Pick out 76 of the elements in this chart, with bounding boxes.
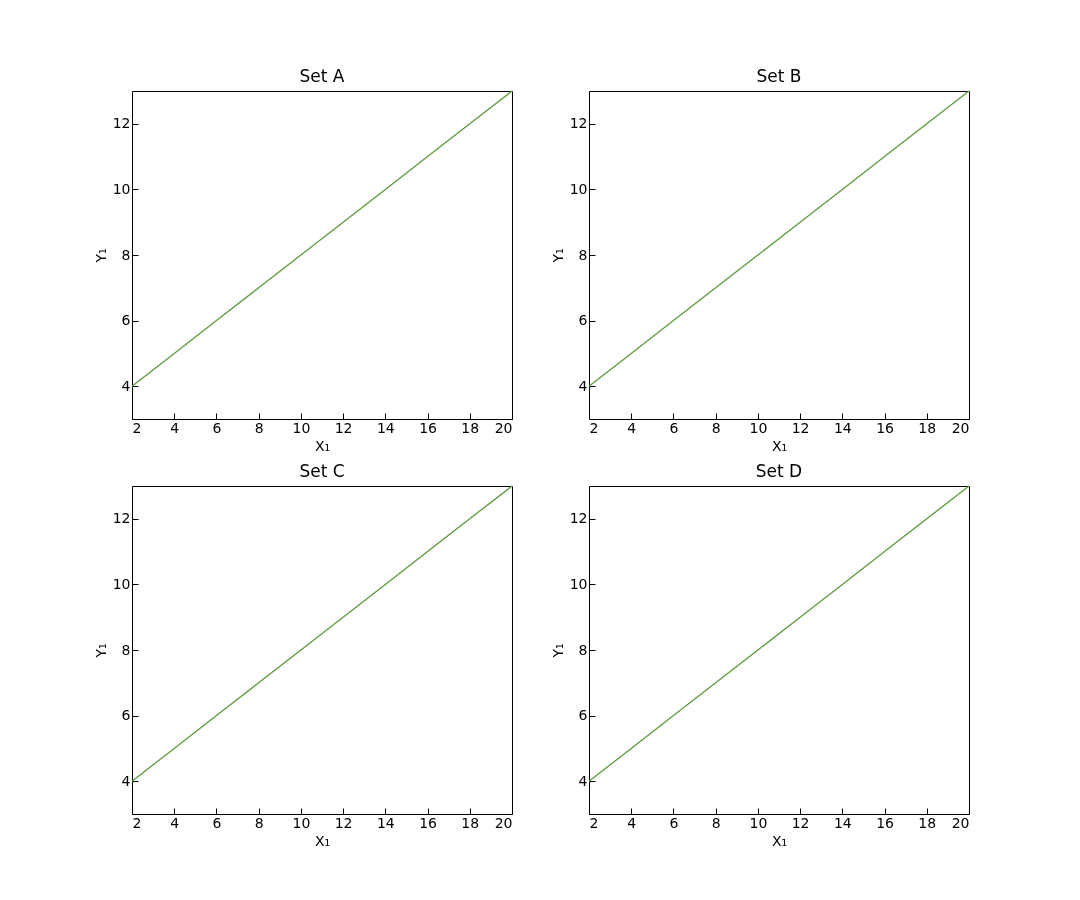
x-tick-label: 8 — [254, 419, 264, 436]
y-tick-label: 10 — [112, 180, 131, 197]
x-tick-label: 16 — [876, 814, 895, 831]
x-tick-label: 4 — [170, 419, 180, 436]
x-tick-label: 2 — [589, 814, 599, 831]
y-tick-label: 4 — [578, 377, 588, 394]
x-axis-title: X₁ — [771, 832, 788, 849]
x-tick-label: 6 — [669, 814, 679, 831]
x-tick-label: 4 — [170, 814, 180, 831]
x-axis-title: X₁ — [771, 437, 788, 454]
x-tick-label: 2 — [589, 419, 599, 436]
x-tick-label: 12 — [334, 419, 353, 436]
x-tick-label: 8 — [711, 419, 721, 436]
y-tick-label: 12 — [569, 510, 588, 527]
x-tick-label: 6 — [212, 419, 222, 436]
y-tick-label: 8 — [121, 246, 131, 263]
chart-title: Set D — [755, 461, 803, 482]
y-tick-label: 8 — [121, 641, 131, 658]
y-tick-label: 10 — [112, 575, 131, 592]
y-tick-label: 6 — [578, 707, 588, 724]
y-tick-label: 4 — [121, 772, 131, 789]
x-tick-label: 14 — [376, 814, 395, 831]
y-tick-label: 10 — [569, 575, 588, 592]
x-tick-label: 20 — [494, 419, 513, 436]
x-tick-label: 18 — [461, 814, 480, 831]
x-tick-label: 10 — [292, 419, 311, 436]
x-tick-label: 18 — [918, 419, 937, 436]
y-axis-title: Y₁ — [549, 248, 566, 264]
x-tick-label: 20 — [951, 814, 970, 831]
x-tick-label: 16 — [419, 419, 438, 436]
x-tick-label: 12 — [791, 814, 810, 831]
x-tick-label: 4 — [627, 814, 637, 831]
x-tick-label: 14 — [833, 419, 852, 436]
y-tick-label: 6 — [121, 707, 131, 724]
x-tick-label: 16 — [876, 419, 895, 436]
y-tick-label: 6 — [578, 312, 588, 329]
x-tick-label: 18 — [461, 419, 480, 436]
line-series — [131, 485, 513, 782]
x-tick-label: 10 — [749, 814, 768, 831]
y-tick-label: 4 — [578, 772, 588, 789]
y-tick-label: 12 — [112, 510, 131, 527]
y-tick-label: 4 — [121, 377, 131, 394]
chart-title: Set C — [299, 461, 345, 482]
chart-title: Set B — [756, 66, 802, 87]
x-tick-label: 14 — [376, 419, 395, 436]
y-tick-label: 8 — [578, 246, 588, 263]
x-tick-label: 8 — [254, 814, 264, 831]
line-series — [588, 485, 970, 782]
x-tick-label: 4 — [627, 419, 637, 436]
x-tick-label: 16 — [419, 814, 438, 831]
x-tick-label: 10 — [292, 814, 311, 831]
x-tick-label: 8 — [711, 814, 721, 831]
x-tick-label: 18 — [918, 814, 937, 831]
x-axis-title: X₁ — [314, 832, 331, 849]
x-tick-label: 2 — [132, 419, 142, 436]
y-tick-label: 8 — [578, 641, 588, 658]
x-tick-label: 12 — [791, 419, 810, 436]
x-tick-label: 20 — [494, 814, 513, 831]
x-tick-label: 10 — [749, 419, 768, 436]
line-series — [588, 90, 970, 387]
x-tick-label: 6 — [212, 814, 222, 831]
x-tick-label: 12 — [334, 814, 353, 831]
y-axis-title: Y₁ — [549, 643, 566, 659]
x-axis-title: X₁ — [314, 437, 331, 454]
y-axis-title: Y₁ — [92, 248, 109, 264]
y-tick-label: 10 — [569, 180, 588, 197]
chart-title: Set A — [299, 66, 345, 87]
x-tick-label: 20 — [951, 419, 970, 436]
x-tick-label: 14 — [833, 814, 852, 831]
y-tick-label: 12 — [569, 115, 588, 132]
x-tick-label: 2 — [132, 814, 142, 831]
x-tick-label: 6 — [669, 419, 679, 436]
line-series — [131, 90, 513, 387]
y-axis-title: Y₁ — [92, 643, 109, 659]
y-tick-label: 6 — [121, 312, 131, 329]
y-tick-label: 12 — [112, 115, 131, 132]
